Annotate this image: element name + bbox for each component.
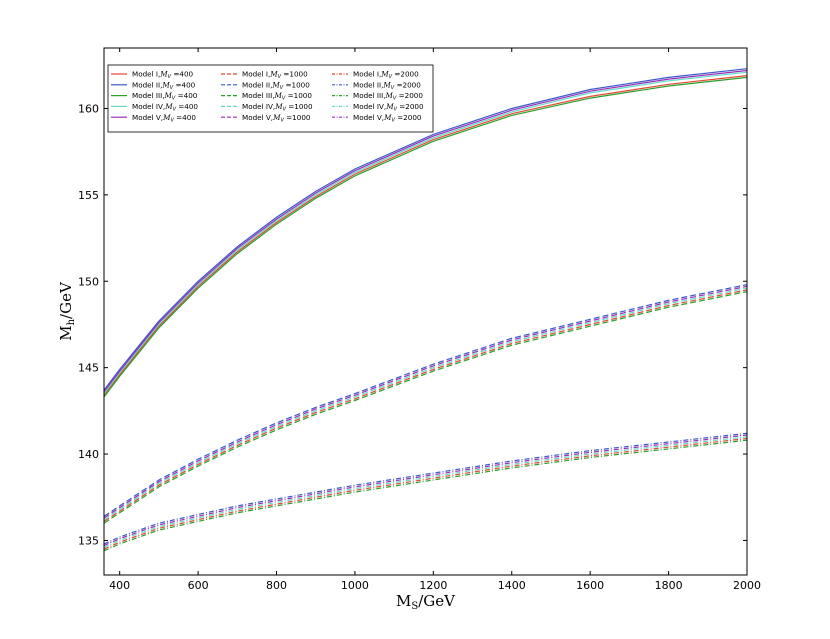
y-tick-label-2: 145 — [78, 362, 99, 375]
x-tick-label-7: 1800 — [655, 579, 683, 592]
legend-label-8: Model IV,MV =1000 — [242, 102, 313, 113]
x-tick-label-1: 600 — [188, 579, 209, 592]
x-axis-ticks: 400 600 800 1000 1200 1400 1600 1800 2000 — [109, 48, 761, 592]
series-line-4 — [103, 69, 748, 393]
legend-label-9: Model V,MV =1000 — [242, 113, 311, 124]
legend-box — [107, 64, 434, 133]
legend-label-1: Model II,MV =400 — [132, 80, 196, 91]
y-tick-label-1: 140 — [78, 448, 99, 461]
y-axis-label-unit: /GeV — [57, 281, 75, 319]
series-line-5 — [103, 289, 748, 522]
plot-frame — [103, 47, 748, 576]
x-tick-label-3: 1000 — [341, 579, 369, 592]
x-axis-label: MS/GeV — [396, 592, 456, 612]
legend-label-5: Model I,MV =1000 — [242, 70, 308, 81]
legend-label-11: Model II,MV =2000 — [353, 80, 421, 91]
legend-label-14: Model V,MV =2000 — [353, 113, 422, 124]
y-tick-label-5: 160 — [78, 102, 99, 115]
x-axis-label-main: M — [396, 592, 411, 610]
series-line-9 — [103, 285, 748, 519]
plot-area — [104, 48, 747, 575]
y-tick-label-0: 135 — [78, 534, 99, 547]
y-axis-ticks: 135 140 145 150 155 160 — [78, 102, 747, 547]
legend-label-10: Model I,MV =2000 — [353, 70, 419, 81]
y-axis-label: Mh/GeV — [57, 281, 77, 341]
y-tick-label-3: 150 — [78, 275, 99, 288]
legend-label-3: Model IV,MV =400 — [132, 102, 198, 113]
series-line-2 — [103, 76, 748, 398]
legend-label-4: Model V,MV =400 — [132, 113, 196, 124]
series-layer — [103, 68, 748, 552]
series-line-7 — [103, 291, 748, 524]
x-axis-label-unit: /GeV — [418, 592, 456, 610]
series-line-0 — [103, 75, 748, 396]
legend-label-6: Model II,MV =1000 — [242, 80, 310, 91]
series-line-8 — [103, 287, 748, 521]
x-axis-label-sub: S — [411, 601, 418, 612]
y-axis-label-sub: h — [66, 318, 77, 325]
series-line-6 — [103, 284, 748, 517]
series-line-1 — [103, 68, 748, 391]
x-tick-label-2: 800 — [266, 579, 287, 592]
series-line-3 — [103, 71, 748, 394]
x-tick-label-8: 2000 — [733, 579, 761, 592]
y-axis-label-main: M — [57, 325, 75, 340]
legend-label-2: Model III,MV =400 — [132, 91, 198, 102]
legend-label-13: Model IV,MV =2000 — [353, 102, 424, 113]
legend-label-7: Model III,MV =1000 — [242, 91, 312, 102]
x-tick-label-5: 1400 — [498, 579, 526, 592]
x-tick-label-6: 1600 — [576, 579, 604, 592]
legend-label-0: Model I,MV =400 — [132, 70, 194, 81]
x-tick-label-4: 1200 — [419, 579, 447, 592]
legend-label-12: Model III,MV =2000 — [353, 91, 423, 102]
x-tick-label-0: 400 — [109, 579, 130, 592]
y-tick-label-4: 155 — [78, 189, 99, 202]
